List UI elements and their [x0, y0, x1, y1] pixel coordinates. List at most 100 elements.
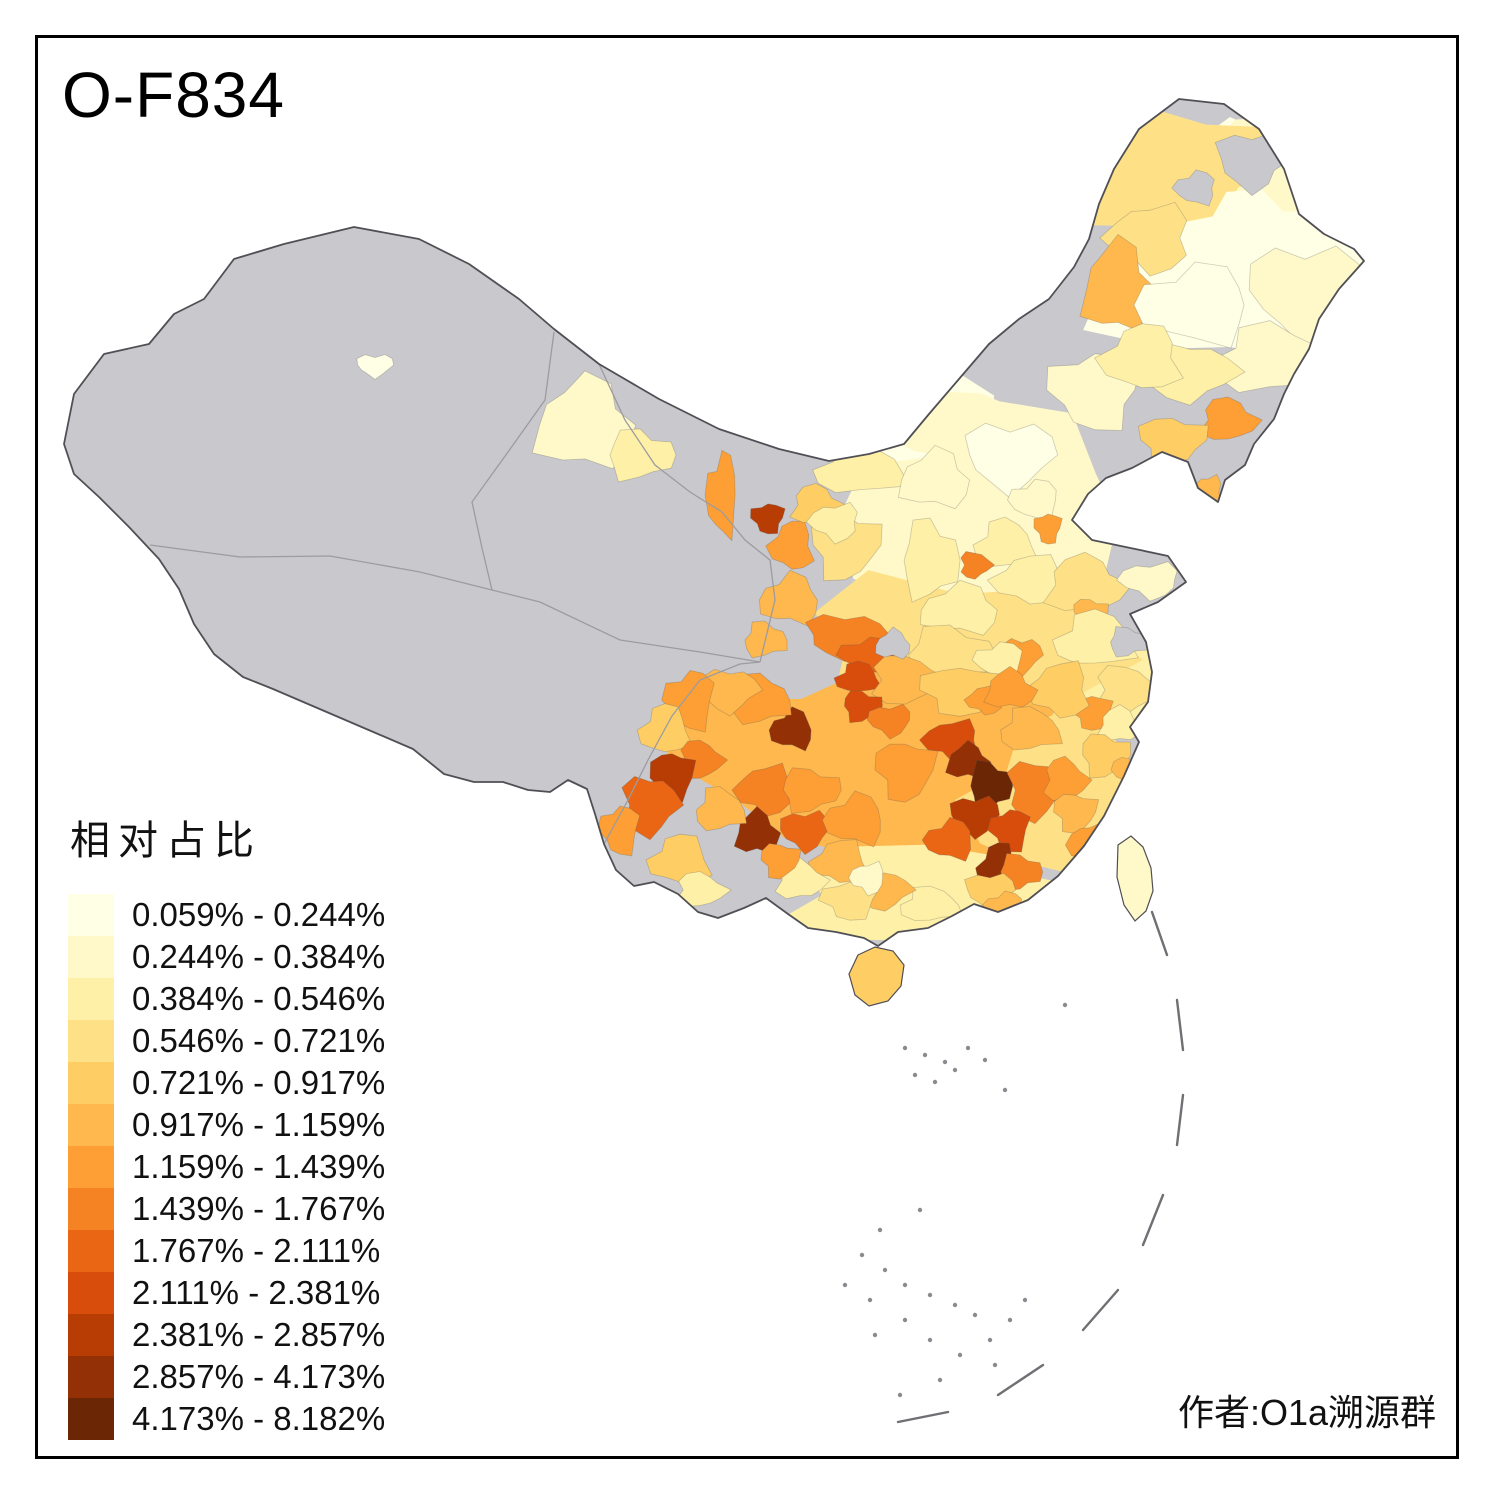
legend-swatch — [68, 978, 114, 1020]
legend-label: 1.159% - 1.439% — [132, 1148, 386, 1185]
small-island-dot — [927, 1292, 933, 1298]
sea-boundary-dash — [996, 1363, 1045, 1397]
sea-boundary-dash — [1175, 998, 1185, 1052]
legend-label: 0.721% - 0.917% — [132, 1064, 386, 1101]
hainan-island — [848, 946, 905, 1007]
legend-row: 0.917% - 1.159% — [68, 1104, 385, 1146]
province-border-line — [603, 661, 761, 845]
prefecture-region — [983, 666, 1039, 708]
prefecture-region — [987, 809, 1031, 853]
prefecture-region — [531, 370, 637, 470]
small-island-dot — [932, 1079, 938, 1085]
prefecture-region — [1171, 169, 1215, 207]
taiwan-island — [1116, 835, 1154, 922]
legend-swatch — [68, 894, 114, 936]
legend-row: 0.244% - 0.384% — [68, 936, 385, 978]
legend-label: 0.244% - 0.384% — [132, 938, 386, 975]
legend-swatch — [68, 1272, 114, 1314]
small-island-dot — [1002, 1087, 1008, 1093]
legend-swatch — [68, 1020, 114, 1062]
legend-title: 相对占比 — [70, 819, 262, 863]
small-island-dot — [872, 1332, 878, 1338]
legend-label: 2.111% - 2.381% — [132, 1274, 381, 1311]
province-border-line — [721, 511, 776, 663]
legend-label: 0.917% - 1.159% — [132, 1106, 386, 1143]
small-island-dot — [922, 1052, 928, 1058]
legend-swatch — [68, 1104, 114, 1146]
prefecture-region — [731, 762, 791, 818]
legend-swatch — [68, 1398, 114, 1440]
legend-label: 4.173% - 8.182% — [132, 1400, 386, 1437]
legend-row: 1.767% - 2.111% — [68, 1230, 385, 1272]
small-island-dot — [1062, 1002, 1068, 1008]
prefecture-region — [805, 501, 858, 545]
province-border-line — [471, 331, 555, 591]
legend-label: 1.767% - 2.111% — [132, 1232, 381, 1269]
province-border-line — [149, 544, 541, 603]
legend-label: 0.546% - 0.721% — [132, 1022, 386, 1059]
small-island-dot — [992, 1362, 998, 1368]
legend-row: 1.439% - 1.767% — [68, 1188, 385, 1230]
small-island-dot — [942, 1059, 948, 1065]
prefecture-region — [1053, 793, 1100, 834]
prefecture-region — [960, 551, 996, 580]
legend-swatch — [68, 1146, 114, 1188]
legend-label: 2.381% - 2.857% — [132, 1316, 386, 1353]
small-island-dot — [917, 1207, 923, 1213]
legend-swatch — [68, 1062, 114, 1104]
small-island-dot — [902, 1282, 908, 1288]
prefecture-region — [919, 579, 998, 636]
prefecture-region — [1198, 396, 1263, 440]
prefecture-region — [779, 809, 829, 856]
prefecture-region — [695, 786, 747, 832]
small-island-dot — [877, 1227, 883, 1233]
prefecture-region — [833, 660, 883, 692]
small-island-dot — [987, 1337, 993, 1343]
prefecture-region — [760, 843, 802, 880]
small-island-dot — [965, 1045, 971, 1051]
legend-row: 2.111% - 2.381% — [68, 1272, 385, 1314]
small-island-dot — [912, 1072, 918, 1078]
legend-swatch — [68, 1188, 114, 1230]
legend-label: 0.384% - 0.546% — [132, 980, 386, 1017]
sea-boundary-dash — [1150, 910, 1169, 957]
small-island-dot — [1022, 1297, 1028, 1303]
legend-rows: 0.059% - 0.244% 0.244% - 0.384% 0.384% - 0… — [68, 894, 385, 1440]
small-island-dot — [982, 1057, 988, 1063]
prefecture-region — [964, 422, 1059, 499]
small-island-dot — [882, 1267, 888, 1273]
small-island-dot — [897, 1392, 903, 1398]
province-border-line — [598, 363, 723, 513]
legend-swatch — [68, 1230, 114, 1272]
prefecture-region — [848, 860, 884, 897]
legend-row: 2.857% - 4.173% — [68, 1356, 385, 1398]
prefecture-region — [621, 775, 685, 841]
prefecture-region — [1110, 626, 1149, 658]
prefecture-region — [1000, 706, 1064, 751]
small-island-dot — [952, 1067, 958, 1073]
prefecture-region — [1099, 201, 1188, 277]
prefecture-region — [661, 669, 715, 733]
small-island-dot — [952, 1302, 958, 1308]
small-island-dot — [937, 1377, 943, 1383]
prefecture-region — [1094, 323, 1184, 389]
small-island-dot — [859, 1252, 865, 1258]
legend-row: 4.173% - 8.182% — [68, 1398, 385, 1440]
prefecture-region — [899, 885, 964, 921]
legend-swatch — [68, 936, 114, 978]
prefecture-region — [782, 767, 842, 814]
small-island-dot — [927, 1337, 933, 1343]
small-island-dot — [867, 1297, 873, 1303]
legend-label: 2.857% - 4.173% — [132, 1358, 386, 1395]
prefecture-region — [874, 743, 939, 803]
small-island-dot — [957, 1352, 963, 1358]
china-outline — [63, 98, 1365, 947]
attribution: 作者:O1a溯源群 — [1177, 1392, 1436, 1433]
prefecture-region — [675, 871, 733, 908]
prefecture-region — [821, 790, 881, 848]
small-island-dot — [902, 1045, 908, 1051]
sea-boundary-dash — [1141, 1193, 1165, 1247]
legend-row: 0.384% - 0.546% — [68, 978, 385, 1020]
